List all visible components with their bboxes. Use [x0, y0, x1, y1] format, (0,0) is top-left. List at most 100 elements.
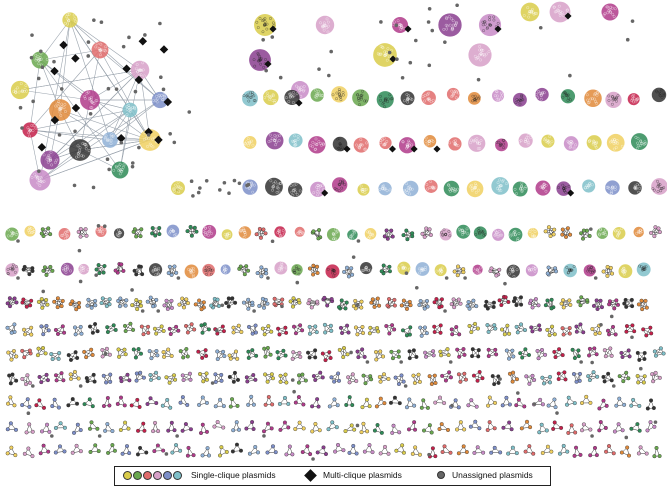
plasmid-node — [439, 353, 444, 358]
plasmid-node — [632, 100, 636, 104]
unassigned-plasmid — [176, 276, 181, 280]
plasmid-node — [82, 265, 86, 269]
plasmid-node — [176, 186, 180, 190]
plasmid-node — [418, 299, 423, 304]
plasmid-node — [401, 379, 406, 384]
unassigned-plasmid — [156, 309, 161, 313]
plasmid-node — [552, 5, 556, 9]
plasmid-node — [34, 58, 38, 62]
plasmid-node — [606, 5, 610, 9]
plasmid-node — [390, 323, 395, 328]
plasmid-node — [206, 233, 210, 237]
plasmid-node — [461, 229, 464, 232]
unassigned-plasmid — [41, 289, 46, 294]
plasmid-node — [536, 356, 541, 361]
plasmid-node — [630, 99, 634, 102]
plasmid-node — [510, 379, 515, 384]
plasmid-node — [180, 373, 185, 378]
plasmid-node — [152, 449, 157, 454]
plasmid-node — [423, 99, 427, 103]
plasmid-node — [46, 328, 51, 333]
plasmid-node — [141, 68, 145, 72]
plasmid-node — [15, 265, 18, 269]
plasmid-node — [519, 322, 524, 327]
plasmid-node — [96, 449, 101, 454]
plasmid-node — [40, 305, 45, 310]
plasmid-node — [90, 404, 95, 409]
plasmid-node — [608, 346, 613, 351]
plasmid-node — [75, 422, 80, 427]
plasmid-node — [551, 426, 556, 431]
plasmid-node — [470, 188, 474, 192]
plasmid-node — [192, 225, 197, 230]
plasmid-node — [174, 324, 179, 329]
unassigned-plasmid — [355, 423, 360, 428]
plasmid-node — [447, 183, 450, 187]
plasmid-node — [617, 396, 622, 401]
plasmid-node — [348, 237, 352, 241]
plasmid-node — [81, 269, 85, 273]
plasmid-node — [27, 128, 31, 132]
plasmid-node — [106, 139, 109, 143]
plasmid-node — [296, 267, 300, 271]
plasmid-node — [572, 401, 577, 406]
plasmid-node — [439, 297, 444, 302]
plasmid-node — [620, 354, 625, 359]
plasmid-node — [208, 229, 212, 233]
unassigned-dot-icon — [437, 471, 445, 479]
plasmid-node — [433, 400, 438, 405]
plasmid-node — [567, 331, 572, 336]
plasmid-node — [154, 297, 159, 302]
plasmid-node — [616, 141, 619, 145]
plasmid-node — [643, 267, 646, 271]
plasmid-node — [526, 142, 530, 146]
plasmid-node — [8, 381, 13, 386]
plasmid-node — [191, 267, 195, 270]
plasmid-node — [365, 265, 368, 269]
plasmid-node — [419, 333, 424, 338]
plasmid-node — [79, 331, 84, 336]
plasmid-node — [355, 143, 359, 147]
plasmid-node — [307, 331, 312, 336]
unassigned-plasmid — [96, 223, 101, 228]
plasmid-node — [325, 26, 329, 30]
plasmid-node — [263, 22, 267, 26]
plasmid-node — [278, 134, 282, 137]
plasmid-node — [135, 63, 139, 66]
plasmid-node — [659, 88, 663, 92]
plasmid-node — [219, 372, 224, 377]
plasmid-node — [63, 264, 67, 267]
plasmid-node — [448, 234, 452, 238]
plasmid-node — [165, 306, 170, 311]
plasmid-node — [516, 397, 521, 402]
plasmid-node — [378, 349, 383, 354]
plasmid-node — [601, 232, 605, 235]
plasmid-node — [410, 187, 414, 191]
plasmid-node — [453, 90, 456, 94]
unassigned-plasmid — [448, 360, 453, 364]
plasmid-node — [386, 100, 389, 104]
plasmid-node — [626, 453, 631, 458]
plasmid-node — [574, 324, 579, 329]
plasmid-node — [453, 89, 457, 93]
clique-cluster — [434, 264, 447, 277]
plasmid-node — [492, 445, 497, 450]
plasmid-node — [290, 304, 295, 309]
plasmid-node — [280, 261, 284, 265]
plasmid-node — [177, 190, 181, 194]
plasmid-node — [454, 189, 458, 193]
plasmid-node — [68, 357, 73, 362]
plasmid-node — [86, 268, 90, 272]
plasmid-node — [86, 297, 91, 302]
plasmid-node — [407, 139, 411, 143]
plasmid-node — [607, 94, 611, 98]
plasmid-node — [210, 268, 214, 272]
plasmid-node — [253, 377, 258, 382]
plasmid-node — [197, 402, 202, 407]
plasmid-node — [46, 226, 51, 231]
plasmid-node — [341, 448, 346, 453]
plasmid-node — [530, 235, 534, 239]
plasmid-node — [437, 395, 442, 400]
unassigned-plasmid — [106, 86, 111, 91]
plasmid-node — [239, 329, 244, 334]
